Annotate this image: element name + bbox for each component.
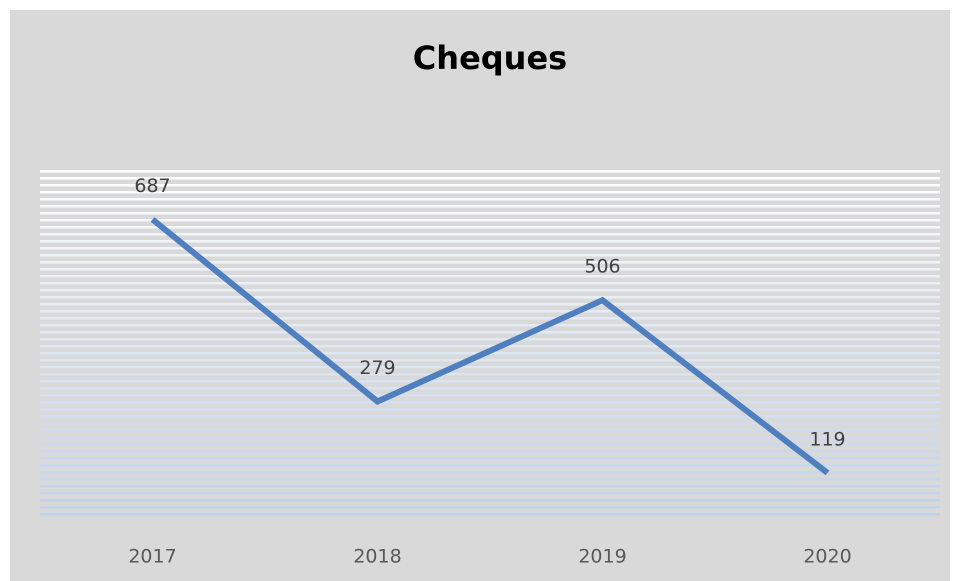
- plot-stripe: [40, 219, 940, 222]
- chart-title: Cheques: [413, 39, 567, 77]
- data-line: [150, 217, 830, 476]
- x-tick-label: 2019: [578, 546, 626, 568]
- plot-stripe: [40, 408, 940, 411]
- plot-stripe: [40, 464, 940, 467]
- data-label: 506: [584, 256, 620, 278]
- plot-stripe: [40, 492, 940, 495]
- plot-stripe: [40, 485, 940, 488]
- plot-stripe: [40, 387, 940, 390]
- x-tick-label: 2017: [128, 546, 176, 568]
- plot-stripe: [40, 282, 940, 285]
- plot-stripe: [40, 261, 940, 264]
- plot-stripe: [40, 415, 940, 418]
- plot-stripe: [40, 394, 940, 397]
- plot-stripe: [40, 324, 940, 327]
- plot-stripe: [40, 478, 940, 481]
- plot-stripe: [40, 380, 940, 383]
- plot-stripe: [40, 198, 940, 201]
- plot-stripe: [40, 240, 940, 243]
- x-tick-label: 2018: [353, 546, 401, 568]
- chart-background: [10, 10, 950, 581]
- data-label: 279: [359, 357, 395, 379]
- plot-stripe: [40, 429, 940, 432]
- plot-stripe: [40, 191, 940, 194]
- plot-stripe: [40, 296, 940, 299]
- plot-stripe: [40, 373, 940, 376]
- plot-stripe: [40, 443, 940, 446]
- plot-stripe: [40, 303, 940, 306]
- plot-pattern: [40, 170, 940, 516]
- plot-stripe: [40, 366, 940, 369]
- plot-stripe: [40, 359, 940, 362]
- plot-stripe: [40, 205, 940, 208]
- plot-stripe: [40, 226, 940, 229]
- plot-stripe: [40, 331, 940, 334]
- plot-stripe: [40, 401, 940, 404]
- plot-stripe: [40, 436, 940, 439]
- data-label: 687: [134, 175, 170, 197]
- x-tick-label: 2020: [803, 546, 851, 568]
- data-label: 119: [809, 428, 845, 450]
- plot-stripe: [40, 310, 940, 313]
- plot-stripe: [40, 254, 940, 257]
- plot-stripe: [40, 338, 940, 341]
- plot-stripe: [40, 317, 940, 320]
- plot-stripe: [40, 275, 940, 278]
- plot-stripe: [40, 170, 940, 173]
- plot-stripe: [40, 513, 940, 516]
- plot-stripe: [40, 345, 940, 348]
- plot-stripe: [40, 499, 940, 502]
- plot-stripe: [40, 506, 940, 509]
- plot-stripe: [40, 450, 940, 453]
- plot-stripe: [40, 471, 940, 474]
- plot-stripe: [40, 268, 940, 271]
- plot-stripe: [40, 247, 940, 250]
- plot-stripe: [40, 289, 940, 292]
- plot-stripe: [40, 177, 940, 180]
- plot-stripe: [40, 457, 940, 460]
- plot-stripe: [40, 233, 940, 236]
- plot-stripe: [40, 422, 940, 425]
- plot-stripe: [40, 184, 940, 187]
- plot-stripe: [40, 212, 940, 215]
